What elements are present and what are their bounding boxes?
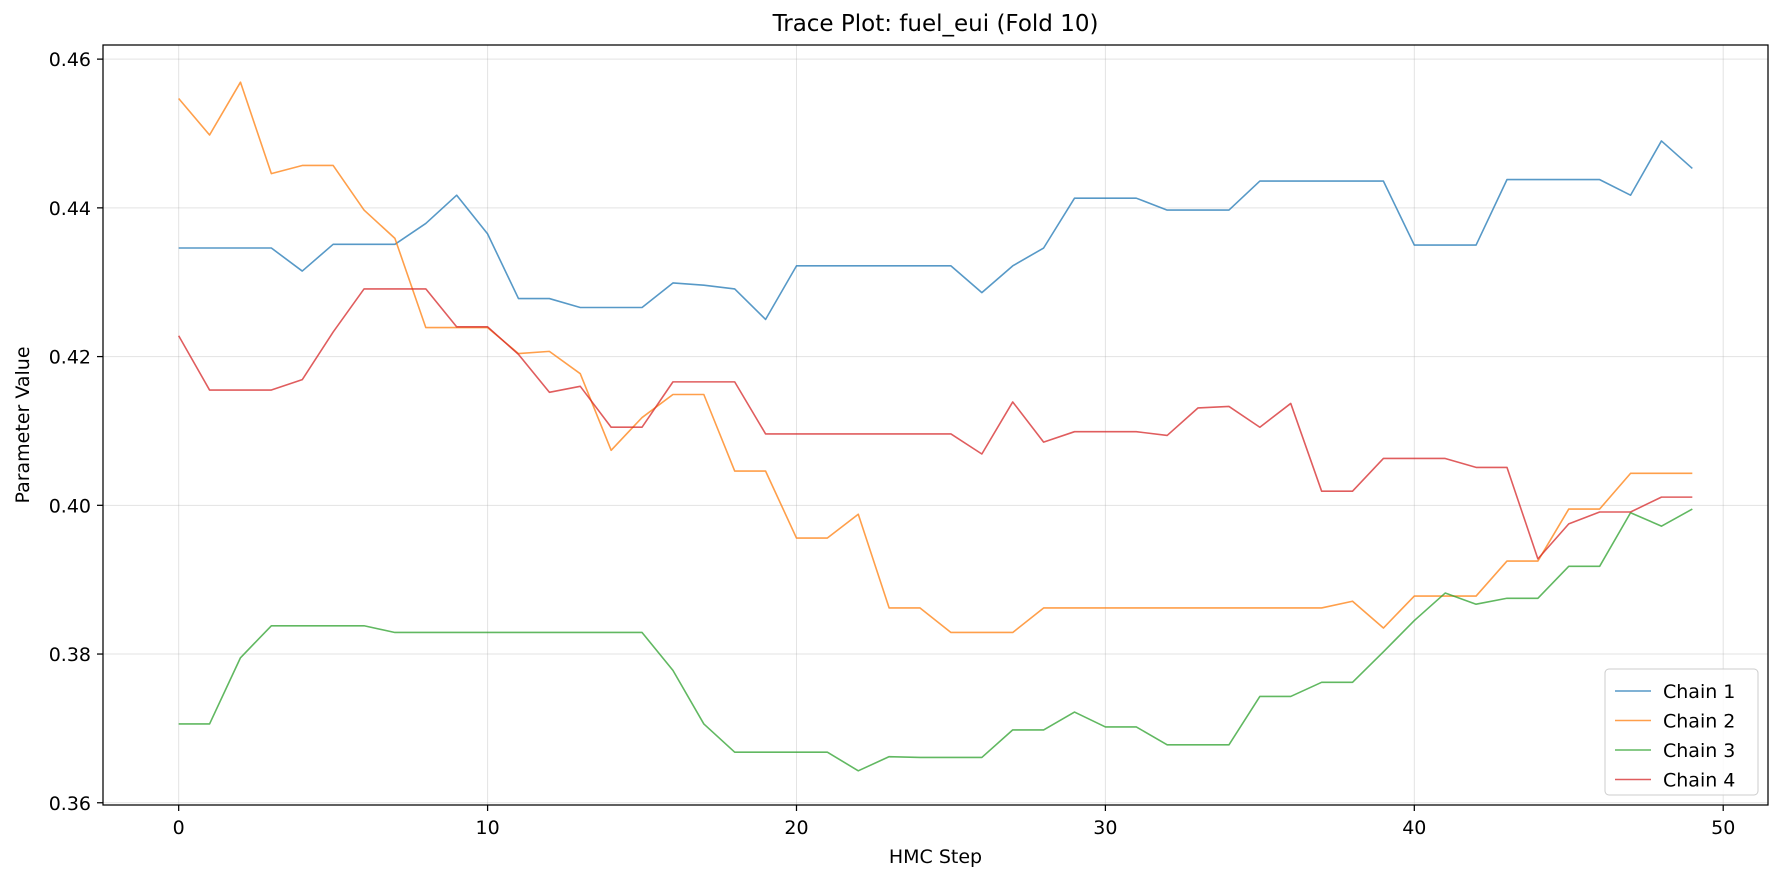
plot-area-frame	[102, 44, 1769, 806]
x-tick-label: 0	[173, 817, 185, 839]
legend-box	[1604, 668, 1759, 796]
x-tick-label: 30	[1093, 817, 1117, 839]
legend-label-chain-3: Chain 3	[1663, 740, 1735, 762]
x-axis-ticks: 0 10 20 30 40 50	[173, 805, 1735, 839]
y-tick-label: 0.38	[49, 644, 91, 666]
legend-label-chain-1: Chain 1	[1663, 681, 1735, 703]
x-tick-label: 40	[1402, 817, 1426, 839]
y-tick-label: 0.46	[49, 49, 91, 71]
series-line-chain-1	[178, 140, 1693, 321]
series-lines	[177, 81, 1693, 772]
x-tick-label: 50	[1711, 817, 1735, 839]
y-tick-label: 0.42	[49, 347, 91, 369]
x-tick-label: 20	[784, 817, 808, 839]
y-axis-label: Parameter Value	[12, 346, 34, 503]
legend-label-chain-2: Chain 2	[1663, 711, 1735, 733]
y-axis-ticks: 0.36 0.38 0.40 0.42 0.44 0.46	[49, 49, 103, 815]
legend: Chain 1 Chain 2 Chain 3 Chain 4	[1604, 668, 1759, 796]
legend-label-chain-4: Chain 4	[1663, 770, 1735, 792]
x-axis-label: HMC Step	[889, 846, 982, 868]
series-line-chain-4	[177, 288, 1693, 560]
x-tick-label: 10	[475, 817, 499, 839]
series-line-chain-3	[178, 508, 1693, 772]
y-tick-label: 0.40	[49, 495, 91, 517]
grid	[103, 45, 1768, 805]
y-tick-label: 0.44	[49, 198, 91, 220]
series-line-chain-2	[178, 81, 1693, 634]
chart-title: Trace Plot: fuel_eui (Fold 10)	[772, 11, 1099, 37]
y-tick-label: 0.36	[49, 793, 91, 815]
